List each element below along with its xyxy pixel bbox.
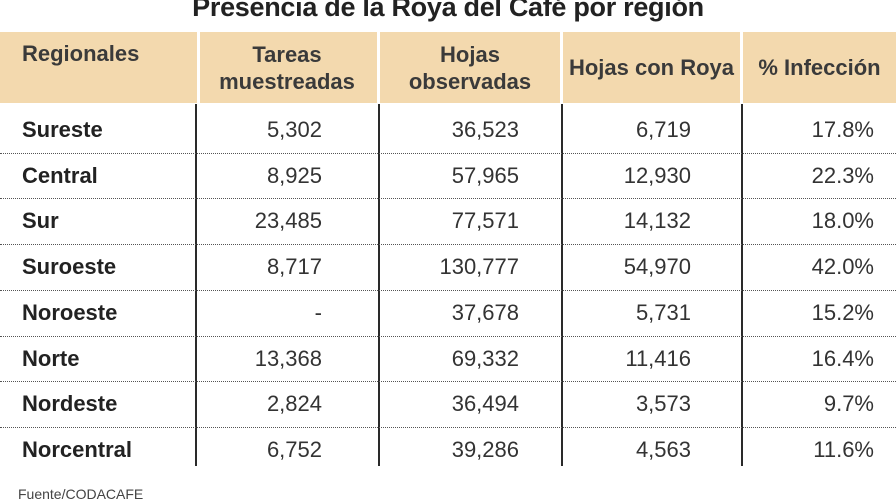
- region-name: Sureste: [22, 117, 103, 142]
- cell-value: 39,286: [451, 436, 519, 462]
- row-divider: [0, 289, 896, 291]
- row-divider: [0, 381, 896, 383]
- cell-value: 18.0%: [811, 208, 874, 234]
- column-rule: [378, 104, 380, 466]
- cell-value: 69,332: [451, 345, 519, 371]
- cell-value: -: [314, 299, 322, 325]
- cell-value: 15.2%: [811, 299, 874, 325]
- cell-value: 11,416: [625, 345, 691, 371]
- row-divider: [0, 335, 896, 337]
- row-divider: [0, 198, 896, 200]
- header-separator: [740, 32, 743, 103]
- cell-value: 57,965: [451, 162, 519, 188]
- region-name: Noroeste: [22, 299, 118, 325]
- header-separator: [377, 32, 380, 103]
- cell-value: 42.0%: [811, 254, 874, 280]
- row-divider: [0, 152, 896, 154]
- header-cell: Hojas con Roya: [568, 55, 735, 80]
- region-name: Nordeste: [22, 391, 118, 417]
- cell-value: 13,368: [254, 345, 322, 371]
- header-separator: [197, 32, 200, 103]
- title: Presencia de la Roya del Café por región: [192, 0, 704, 22]
- header-cell: Regionales: [22, 41, 140, 66]
- cell-value: 3,573: [635, 391, 691, 417]
- cell-value: 6,719: [635, 117, 691, 142]
- cell-value: 37,678: [451, 299, 519, 325]
- column-rule: [195, 104, 197, 466]
- cell-value: 8,717: [266, 254, 322, 280]
- row-divider: [0, 244, 896, 246]
- header-cell: Tareas muestreadas: [219, 41, 355, 94]
- cell-value: 22.3%: [811, 162, 874, 188]
- cell-value: 36,523: [451, 117, 519, 142]
- cell-value: 14,132: [623, 208, 691, 234]
- header-cell: Hojas observadas: [408, 41, 532, 94]
- cell-value: 23,485: [254, 208, 322, 234]
- cell-value: 36,494: [451, 391, 519, 417]
- cell-value: 5,731: [635, 299, 691, 325]
- cell-value: 54,970: [623, 254, 691, 280]
- source: Fuente/CODACAFE: [18, 486, 144, 502]
- cell-value: 4,563: [635, 436, 691, 462]
- region-name: Central: [22, 162, 98, 188]
- header-cell: % Infección: [758, 55, 881, 80]
- cell-value: 2,824: [266, 391, 322, 417]
- cell-value: 5,302: [266, 117, 322, 142]
- region-name: Norcentral: [22, 436, 133, 462]
- cell-value: 9.7%: [823, 391, 874, 417]
- row-divider: [0, 426, 896, 428]
- region-name: Norte: [22, 345, 80, 371]
- cell-value: 11.6%: [813, 436, 874, 462]
- header-band: [0, 32, 896, 103]
- column-rule: [741, 104, 743, 466]
- cell-value: 17.8%: [811, 117, 874, 142]
- cell-value: 130,777: [439, 254, 519, 280]
- column-rule: [561, 104, 563, 466]
- cell-value: 8,925: [266, 162, 322, 188]
- cell-value: 12,930: [623, 162, 691, 188]
- region-name: Suroeste: [22, 254, 117, 280]
- cell-value: 16.4%: [811, 345, 874, 371]
- cell-value: 77,571: [451, 208, 519, 234]
- cell-value: 6,752: [266, 436, 322, 462]
- region-name: Sur: [22, 208, 59, 234]
- header-separator: [560, 32, 563, 103]
